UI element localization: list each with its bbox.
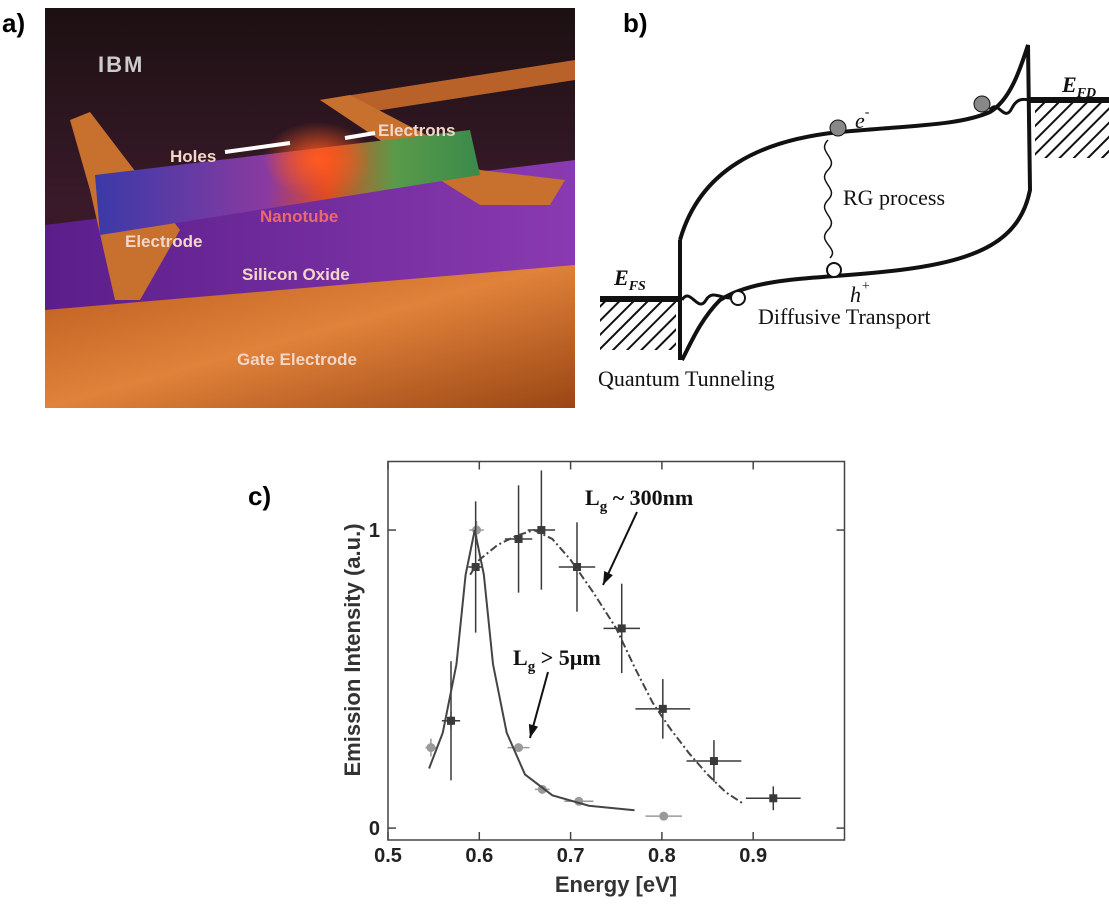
plot-frame bbox=[387, 460, 846, 841]
arrow-head bbox=[603, 571, 613, 585]
annotation: Lg > 5µm bbox=[513, 645, 601, 675]
data-point bbox=[514, 534, 523, 543]
data-point bbox=[659, 811, 669, 821]
tunneling-label: Quantum Tunneling bbox=[598, 366, 775, 391]
subscript: FD bbox=[1076, 86, 1096, 101]
data-point bbox=[572, 563, 581, 572]
panel-b bbox=[600, 44, 1109, 361]
data-point bbox=[537, 526, 546, 535]
drain-contact bbox=[1035, 103, 1109, 158]
electrode-label: Electrode bbox=[125, 232, 202, 251]
electrons-arrow bbox=[344, 131, 376, 140]
arrow-head bbox=[528, 724, 539, 738]
data-point bbox=[658, 704, 667, 713]
symbol: e bbox=[855, 108, 865, 133]
x-tick-label: 0.9 bbox=[739, 845, 767, 867]
symbol: E bbox=[613, 265, 629, 290]
diffusive-label: Diffusive Transport bbox=[758, 304, 931, 329]
data-point bbox=[471, 563, 480, 572]
nanotube-label: Nanotube bbox=[260, 207, 338, 226]
data-point bbox=[514, 743, 524, 753]
right-rail bbox=[320, 60, 575, 115]
band-edges bbox=[678, 44, 1033, 361]
electron bbox=[973, 95, 991, 113]
superscript: + bbox=[861, 279, 870, 294]
data-point bbox=[446, 716, 455, 725]
annotation-text: ~ 300nm bbox=[607, 485, 693, 510]
source-contact bbox=[600, 302, 676, 350]
rg-wave bbox=[823, 139, 834, 259]
oxide-slab bbox=[45, 160, 575, 310]
annotation-symbol: L bbox=[513, 645, 528, 670]
fit-line bbox=[428, 529, 635, 812]
symbol: h bbox=[850, 282, 861, 307]
electron bbox=[829, 119, 847, 137]
data-point bbox=[769, 794, 778, 803]
tunnel-wave bbox=[988, 97, 1033, 115]
x-axis-label: Energy [eV] bbox=[555, 872, 677, 897]
emission-glow bbox=[263, 122, 373, 198]
panel-a: IBM Holes Electrons Nanotube Electrode S… bbox=[45, 8, 575, 408]
logo: IBM bbox=[98, 52, 144, 77]
y-tick-label: 0 bbox=[369, 818, 380, 840]
fit-line bbox=[469, 528, 745, 806]
data-point bbox=[709, 757, 718, 766]
x-tick-label: 0.6 bbox=[465, 845, 493, 867]
hole-label: h+ bbox=[850, 279, 870, 307]
annotation-arrow bbox=[602, 511, 638, 586]
superscript: - bbox=[865, 105, 870, 120]
gate-label: Gate Electrode bbox=[237, 350, 357, 369]
x-tick-label: 0.7 bbox=[557, 845, 585, 867]
y-tick-label: 1 bbox=[369, 520, 380, 542]
y-axis-label: Emission Intensity (a.u.) bbox=[340, 523, 365, 776]
hole bbox=[826, 262, 842, 278]
drain-fermi-label: EFD bbox=[1061, 72, 1096, 101]
data-point bbox=[617, 624, 626, 633]
annotation-symbol: L bbox=[585, 485, 600, 510]
source-fermi-label: EFS bbox=[613, 265, 646, 294]
annotation-subscript: g bbox=[600, 499, 608, 515]
annotation: Lg ~ 300nm bbox=[585, 485, 693, 515]
oxide-label: Silicon Oxide bbox=[242, 265, 350, 284]
holes-arrow bbox=[224, 141, 291, 154]
holes-label: Holes bbox=[170, 147, 216, 166]
annotation-text: > 5µm bbox=[535, 645, 601, 670]
data-point bbox=[426, 743, 436, 753]
symbol: E bbox=[1061, 72, 1077, 97]
subscript: FS bbox=[628, 279, 646, 294]
panel-label: a) bbox=[2, 8, 25, 38]
x-tick-label: 0.8 bbox=[648, 845, 676, 867]
x-tick-label: 0.5 bbox=[374, 845, 402, 867]
hole bbox=[730, 290, 746, 306]
electrons-label: Electrons bbox=[378, 121, 455, 140]
electron-label: e- bbox=[855, 105, 870, 133]
tunnel-wave bbox=[680, 293, 731, 306]
panel-label: c) bbox=[248, 481, 271, 511]
annotation-subscript: g bbox=[528, 659, 536, 675]
panel-label: b) bbox=[623, 8, 648, 38]
rg-label: RG process bbox=[843, 185, 945, 210]
